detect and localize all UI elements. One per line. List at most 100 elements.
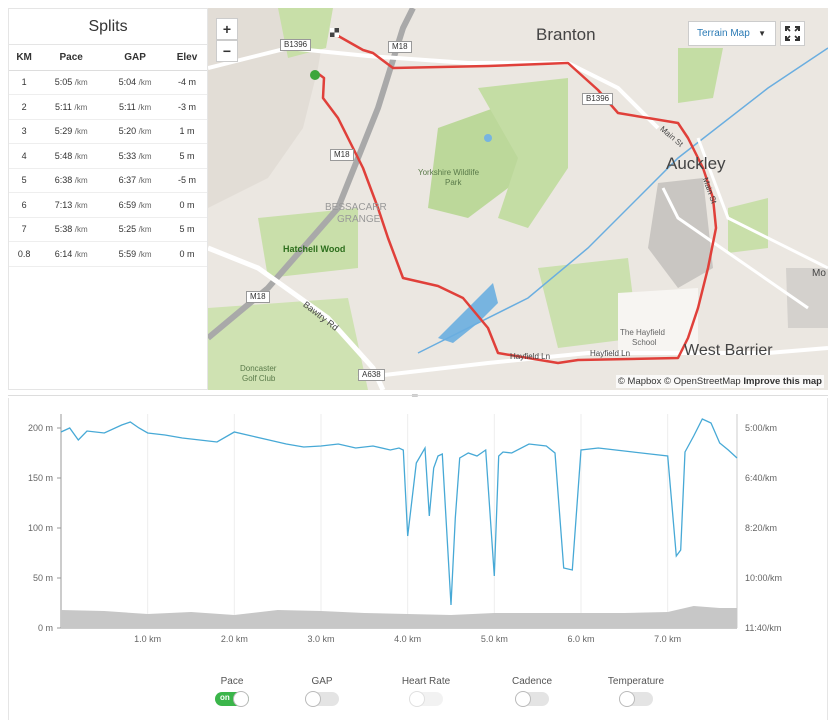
split-row: 4 5:48 /km 5:33 /km 5 m xyxy=(9,143,207,169)
toggle-switch[interactable] xyxy=(515,691,549,707)
place-bessacarr-2: GRANGE xyxy=(337,214,381,225)
place-west-barrier: West Barrier xyxy=(684,342,773,359)
industrial-area xyxy=(648,178,713,288)
y-axis-right: 5:00/km 6:40/km 8:20/km 10:00/km 11:40/km xyxy=(745,423,782,633)
place-wildlife-2: Park xyxy=(445,178,462,187)
toggle-switch[interactable] xyxy=(619,691,653,707)
y-right-tick-label: 6:40/km xyxy=(745,473,777,483)
x-tick-label: 6.0 km xyxy=(567,634,594,644)
split-gap: 5:25 /km xyxy=(103,217,168,242)
unit-label: /km xyxy=(138,249,152,259)
split-elev: 1 m xyxy=(167,119,207,144)
fullscreen-button[interactable] xyxy=(780,21,805,46)
split-elev: 5 m xyxy=(167,143,207,169)
elevation-area xyxy=(61,606,737,628)
place-hayfield-1: The Hayfield xyxy=(620,328,665,337)
x-axis: 1.0 km 2.0 km 3.0 km 4.0 km 5.0 km 6.0 km 7.0 … xyxy=(134,634,681,644)
map-style-label: Terrain Map xyxy=(697,28,750,39)
toggle-knob xyxy=(619,691,635,707)
road-m18-b: M18 xyxy=(330,149,354,161)
y-right-tick-label: 8:20/km xyxy=(745,523,777,533)
road-b1396-b: B1396 xyxy=(582,93,614,105)
splits-body: 1 5:05 /km 5:04 /km -4 m 2 5:11 /km 5:11 /km -3… xyxy=(9,70,207,267)
split-km: 7 xyxy=(9,217,40,242)
unit-label: /km xyxy=(138,225,152,235)
golf-club-area xyxy=(208,298,368,390)
green-area-e xyxy=(728,198,768,253)
unit-label: /km xyxy=(138,200,152,210)
split-elev: -4 m xyxy=(167,70,207,95)
toggle-label: Pace xyxy=(220,676,244,687)
place-mo: Mo xyxy=(812,268,826,279)
col-km: KM xyxy=(9,45,40,71)
toggle-switch xyxy=(409,691,443,707)
split-row: 2 5:11 /km 5:11 /km -3 m xyxy=(9,94,207,120)
place-auckley: Auckley xyxy=(666,154,726,173)
toggle-on-text: on xyxy=(220,693,230,702)
split-gap: 5:11 /km xyxy=(103,94,168,120)
split-row: 0.8 6:14 /km 5:59 /km 0 m xyxy=(9,241,207,267)
split-km: 0.8 xyxy=(9,241,40,267)
y-right-tick-label: 10:00/km xyxy=(745,573,782,583)
river xyxy=(417,47,828,354)
chart-svg: 200 m 150 m 100 m 50 m 0 m 5:00/km 6:40/km 8:2… xyxy=(28,414,782,644)
unit-label: /km xyxy=(74,176,88,186)
unit-label: /km xyxy=(138,78,152,88)
y-tick-label: 0 m xyxy=(38,623,53,633)
woodland-area xyxy=(478,78,568,228)
place-hatchell-wood: Hatchell Wood xyxy=(283,244,346,254)
toggle-temperature: Temperature xyxy=(586,676,686,711)
street-hayfield-ln-1: Hayfield Ln xyxy=(510,352,551,361)
improve-map-link[interactable]: Improve this map xyxy=(743,376,822,387)
unit-label: /km xyxy=(138,102,152,112)
toggle-knob xyxy=(409,691,425,707)
chart-grid xyxy=(57,414,738,629)
side-road xyxy=(696,137,828,270)
map-style-dropdown[interactable]: Terrain Map ▼ xyxy=(688,21,776,46)
split-km: 2 xyxy=(9,94,40,120)
x-tick-label: 7.0 km xyxy=(654,634,681,644)
hayfield-lane xyxy=(357,346,828,380)
start-marker xyxy=(310,70,320,80)
col-gap: GAP xyxy=(103,45,168,71)
split-km: 4 xyxy=(9,143,40,169)
toggle-label: GAP xyxy=(311,676,333,687)
toggle-cadence: Cadence xyxy=(482,676,582,711)
route-map[interactable]: Branton Auckley West Barrier BESSACARR G… xyxy=(208,8,828,390)
zoom-out-button[interactable]: − xyxy=(216,40,238,62)
zoom-in-button[interactable]: + xyxy=(216,18,238,40)
split-gap: 5:33 /km xyxy=(103,143,168,169)
unit-label: /km xyxy=(74,200,88,210)
split-pace: 6:38 /km xyxy=(39,168,104,193)
street-hayfield-ln-2: Hayfield Ln xyxy=(590,349,631,358)
map-canvas[interactable] xyxy=(208,8,828,390)
toggle-switch[interactable]: on xyxy=(215,691,249,707)
toggle-label: Heart Rate xyxy=(401,676,451,687)
unit-label: /km xyxy=(74,102,88,112)
resize-handle-icon[interactable]: ═ xyxy=(412,391,418,400)
split-elev: 0 m xyxy=(167,192,207,218)
split-km: 5 xyxy=(9,168,40,193)
split-gap: 6:59 /km xyxy=(103,192,168,218)
split-gap: 5:04 /km xyxy=(103,70,168,95)
toggle-switch[interactable] xyxy=(305,691,339,707)
y-right-tick-label: 5:00/km xyxy=(745,423,777,433)
y-tick-label: 150 m xyxy=(28,473,53,483)
split-gap: 5:20 /km xyxy=(103,119,168,144)
gray-area-e xyxy=(786,268,828,328)
place-golf-2: Golf Club xyxy=(242,374,276,383)
road-a638: A638 xyxy=(358,369,385,381)
x-tick-label: 3.0 km xyxy=(307,634,334,644)
x-tick-label: 1.0 km xyxy=(134,634,161,644)
y-tick-label: 50 m xyxy=(33,573,53,583)
unit-label: /km xyxy=(138,176,152,186)
map-attribution: © Mapbox © OpenStreetMap Improve this ma… xyxy=(615,375,824,388)
split-row: 7 5:38 /km 5:25 /km 5 m xyxy=(9,217,207,242)
toggle-heart-rate: Heart Rate xyxy=(376,676,476,711)
route-line xyxy=(315,31,718,365)
split-row: 1 5:05 /km 5:04 /km -4 m xyxy=(9,70,207,95)
split-pace: 5:38 /km xyxy=(39,217,104,242)
pace-line xyxy=(60,418,738,606)
toggle-gap: GAP xyxy=(272,676,372,711)
x-tick-label: 2.0 km xyxy=(221,634,248,644)
